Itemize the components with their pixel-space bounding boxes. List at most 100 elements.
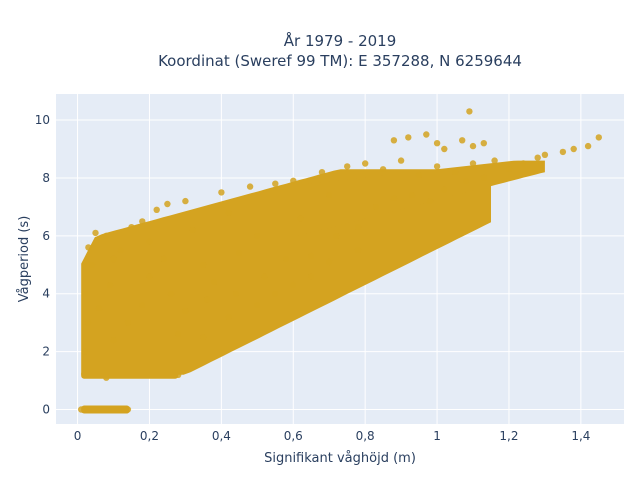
data-point xyxy=(110,255,117,263)
data-point xyxy=(103,232,110,239)
data-point xyxy=(415,171,423,179)
data-point xyxy=(175,331,182,338)
data-point xyxy=(390,137,398,144)
chart-title-line1: År 1979 - 2019 xyxy=(284,31,397,50)
min-period-strip xyxy=(81,370,179,379)
point-cloud-core xyxy=(81,169,491,375)
chart-title-line2: Koordinat (Sweref 99 TM): E 357288, N 62… xyxy=(158,52,522,70)
y-tick-label: 2 xyxy=(42,345,50,359)
y-tick-labels: 0 2 4 6 8 10 xyxy=(35,113,50,416)
data-point xyxy=(261,273,268,280)
data-point xyxy=(189,226,196,234)
y-axis-title: Vågperiod (s) xyxy=(17,216,32,303)
data-point xyxy=(344,163,351,170)
data-point xyxy=(246,183,254,190)
data-point xyxy=(254,232,261,239)
data-point xyxy=(354,224,362,231)
data-point xyxy=(520,160,527,167)
data-point xyxy=(272,180,279,187)
data-point xyxy=(433,163,441,170)
x-tick-label: 0,6 xyxy=(284,429,303,443)
y-tick-label: 6 xyxy=(42,229,50,243)
data-point xyxy=(218,189,225,196)
data-point xyxy=(491,157,498,164)
data-point xyxy=(225,209,232,216)
data-point xyxy=(225,313,232,321)
data-point xyxy=(85,244,92,251)
data-point xyxy=(153,206,160,213)
data-point xyxy=(595,134,602,141)
data-point xyxy=(146,273,153,280)
data-point xyxy=(124,319,132,326)
data-point xyxy=(110,336,117,344)
data-point xyxy=(182,197,189,205)
data-point xyxy=(146,238,153,245)
data-point xyxy=(469,160,477,167)
data-point xyxy=(106,281,114,289)
data-point xyxy=(426,197,434,205)
data-point xyxy=(308,252,315,260)
data-point xyxy=(81,290,89,297)
data-point xyxy=(462,177,469,184)
data-point xyxy=(584,142,592,150)
x-tick-label: 1 xyxy=(433,429,441,443)
data-point xyxy=(290,281,297,289)
data-point xyxy=(81,348,89,355)
data-point xyxy=(372,203,380,211)
data-point xyxy=(441,186,448,193)
x-tick-label: 0,4 xyxy=(212,429,231,443)
data-point xyxy=(466,108,473,115)
data-point xyxy=(117,247,124,254)
data-point xyxy=(559,148,567,156)
data-point xyxy=(92,229,99,237)
data-point xyxy=(570,145,577,153)
data-point xyxy=(480,174,487,182)
data-point xyxy=(211,279,218,286)
data-point xyxy=(139,302,146,309)
data-point xyxy=(333,232,340,239)
data-point xyxy=(405,134,412,141)
data-point xyxy=(139,218,146,225)
data-point xyxy=(254,302,261,309)
data-point xyxy=(164,200,171,208)
data-point xyxy=(200,334,207,341)
data-point xyxy=(408,192,416,199)
data-point xyxy=(451,169,459,176)
data-point xyxy=(308,273,315,280)
data-point xyxy=(423,131,430,138)
data-point xyxy=(272,290,279,297)
data-point xyxy=(95,305,103,312)
point-cloud-upper xyxy=(275,160,545,236)
data-point xyxy=(182,307,189,315)
data-point xyxy=(379,166,387,173)
y-tick-label: 0 xyxy=(42,403,50,417)
data-point xyxy=(167,290,175,297)
data-point xyxy=(469,142,477,150)
x-axis-title: Signifikant våghöjd (m) xyxy=(264,451,416,466)
data-point xyxy=(441,145,448,153)
data-point xyxy=(541,151,549,158)
data-point xyxy=(232,290,239,297)
y-tick-label: 4 xyxy=(42,287,50,301)
data-point xyxy=(362,160,369,167)
data-point xyxy=(200,261,207,268)
x-tick-label: 1,2 xyxy=(499,429,518,443)
data-point xyxy=(390,195,398,202)
data-point xyxy=(534,154,541,161)
data-point xyxy=(459,137,466,144)
zero-period-strip xyxy=(81,405,130,414)
data-point xyxy=(290,177,297,184)
x-tick-labels: 0 0,2 0,4 0,6 0,8 1 1,2 1,4 xyxy=(74,429,591,443)
data-point xyxy=(282,255,290,263)
x-tick-label: 0 xyxy=(74,429,82,443)
data-point xyxy=(318,169,326,176)
x-tick-label: 1,4 xyxy=(571,429,590,443)
data-point xyxy=(85,319,92,326)
data-point xyxy=(480,140,487,147)
data-points xyxy=(78,108,602,414)
y-tick-label: 8 xyxy=(42,171,50,185)
data-point xyxy=(88,261,96,268)
data-point xyxy=(397,157,405,164)
data-point xyxy=(203,296,211,303)
